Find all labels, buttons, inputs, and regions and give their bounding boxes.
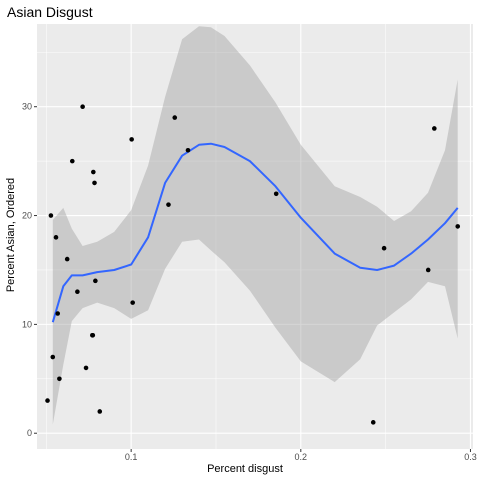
- data-point: [53, 235, 59, 240]
- data-point: [370, 420, 376, 425]
- y-tick-label: 0: [27, 428, 32, 438]
- data-point: [129, 137, 134, 142]
- y-tick-label: 30: [22, 102, 32, 112]
- grid-minor: [37, 24, 473, 449]
- confidence-ribbon: [52, 26, 458, 425]
- data-point: [64, 256, 70, 262]
- data-point: [166, 202, 171, 207]
- data-point: [83, 365, 89, 371]
- data-point: [80, 104, 85, 110]
- data-point: [57, 376, 62, 382]
- data-point: [50, 354, 56, 360]
- data-point: [55, 311, 60, 316]
- data-point: [381, 245, 387, 251]
- data-point: [432, 126, 437, 131]
- data-point: [130, 300, 135, 305]
- y-tick-label: 10: [22, 319, 32, 329]
- x-tick-label: 0.2: [295, 452, 308, 462]
- data-point: [97, 409, 103, 414]
- data-point: [69, 158, 75, 164]
- y-axis-title: Percent Asian, Ordered: [5, 178, 17, 292]
- data-point: [93, 278, 98, 284]
- data-point: [273, 191, 279, 197]
- data-point: [92, 180, 97, 186]
- data-point: [172, 115, 178, 120]
- x-axis-title: Percent disgust: [207, 463, 283, 475]
- smooth-line: [51, 142, 459, 323]
- data-point: [48, 213, 54, 218]
- y-tick-label: 20: [22, 211, 32, 221]
- data-point: [91, 169, 96, 175]
- data-points: [45, 104, 461, 425]
- data-point: [455, 224, 461, 229]
- data-point: [75, 289, 80, 295]
- grid-major: [37, 24, 473, 449]
- y-axis: 0 10 20 30: [22, 102, 37, 438]
- data-point: [185, 147, 191, 153]
- x-tick-label: 0.3: [464, 452, 477, 462]
- data-point: [90, 332, 96, 338]
- x-tick-label: 0.1: [125, 452, 138, 462]
- plot-panel: [37, 24, 473, 449]
- data-point: [425, 267, 431, 273]
- data-point: [45, 398, 50, 403]
- x-axis: 0.1 0.2 0.3: [125, 449, 477, 462]
- chart-title: Asian Disgust: [7, 4, 93, 20]
